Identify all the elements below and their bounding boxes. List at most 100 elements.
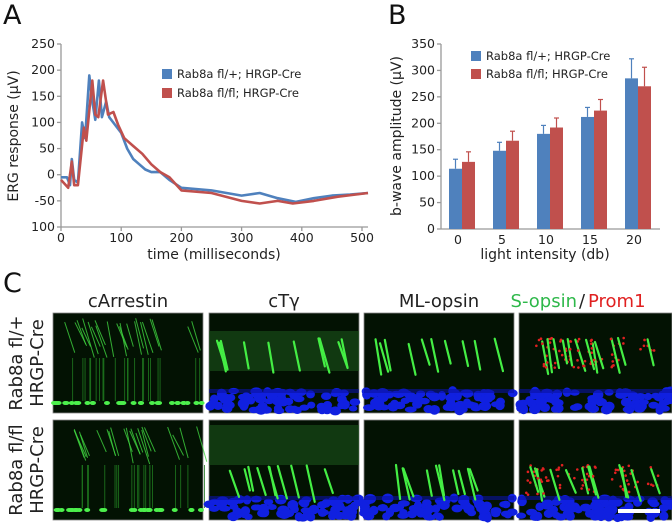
panel-label-b: B [388, 0, 407, 31]
nucleus [272, 396, 284, 406]
nucleus [616, 512, 626, 522]
prom1-dot [553, 366, 557, 369]
opsin-streak [276, 464, 289, 500]
opsin-streak [290, 464, 300, 499]
nucleus [266, 391, 278, 400]
micrograph-panel [51, 312, 205, 414]
prom1-dot [650, 483, 653, 486]
pedicle [58, 508, 65, 512]
prom1-dot [558, 486, 562, 490]
opsin-streak [267, 465, 279, 500]
nucleus [478, 513, 491, 522]
nucleus [543, 499, 554, 508]
opsin-streak [552, 338, 561, 370]
pedicle [168, 401, 175, 405]
opsin-streak [616, 336, 627, 366]
nuclear-layer [364, 389, 514, 393]
opsin-streak [243, 468, 251, 492]
prom1-dot [646, 482, 650, 486]
prom1-dot [581, 478, 584, 482]
pedicle [198, 401, 205, 405]
prom1-dot [636, 480, 639, 484]
series-line-blue [61, 74, 369, 204]
prom1-dot [577, 366, 580, 369]
opsin-streak [420, 338, 431, 366]
legend-swatch-red [471, 69, 481, 79]
nucleus [363, 404, 376, 412]
nucleus [226, 393, 236, 402]
nucleus [593, 507, 604, 518]
x-tick-label: 0 [57, 230, 65, 245]
x-tick-label: 5 [498, 232, 506, 247]
prom1-dot [545, 361, 549, 364]
y-tick-label: 250 [411, 89, 435, 104]
opsin-streak [305, 464, 316, 503]
bar-blue [625, 78, 638, 229]
panel-label-a: A [3, 0, 22, 31]
prom1-dot [643, 338, 646, 342]
nucleus [552, 511, 561, 519]
prom1-dot [559, 340, 562, 343]
prom1-dot [544, 476, 548, 479]
pedicle [75, 401, 82, 405]
pedicle [154, 401, 161, 405]
micrograph-panel [203, 419, 364, 522]
pedicle [62, 401, 69, 405]
opsin-streak [593, 340, 605, 370]
cone-streak [141, 321, 154, 353]
nucleus [408, 504, 421, 512]
opsin-streak [425, 469, 433, 497]
prom1-dot [622, 342, 625, 345]
y-tick-label: 50 [419, 195, 435, 210]
prom1-dot [577, 337, 581, 341]
opsin-streak [466, 467, 477, 501]
cone-streak [149, 318, 160, 347]
prom1-dot [581, 484, 585, 487]
pedicle [171, 508, 178, 512]
nucleus [299, 404, 310, 411]
cone-streak [141, 426, 152, 452]
y-tick-label: -50 [35, 193, 55, 208]
nucleus [317, 404, 327, 415]
prom1-dot [548, 341, 552, 344]
nucleus [317, 508, 328, 517]
cone-streak [76, 320, 87, 345]
nucleus [397, 512, 409, 519]
opsin-streak [610, 337, 621, 374]
pedicle [130, 401, 137, 405]
opsin-streak [228, 469, 241, 498]
prom1-dot [532, 470, 536, 474]
nucleus [663, 396, 672, 405]
nucleus [257, 402, 268, 410]
nucleus [349, 398, 361, 406]
nucleus [657, 402, 667, 411]
prom1-dot [526, 493, 530, 496]
bar-red [550, 127, 563, 229]
cone-streak [135, 318, 145, 349]
prom1-dot [557, 466, 561, 469]
nucleus [237, 398, 250, 409]
prom1-dot [585, 478, 589, 481]
prom1-dot [622, 469, 626, 473]
pedicle [180, 401, 187, 405]
nucleus [499, 501, 509, 508]
cone-streak [130, 428, 141, 455]
x-axis-label: light intensity (db) [480, 247, 609, 263]
x-tick-label: 300 [230, 230, 254, 245]
cone-streak [116, 323, 128, 348]
nucleus [634, 393, 647, 400]
y-tick-label: 150 [411, 142, 435, 157]
pedicle [84, 508, 91, 512]
prom1-dot [525, 491, 528, 495]
opsin-streak [218, 341, 227, 373]
opsin-streak [650, 468, 661, 495]
pedicle [84, 401, 91, 405]
prom1-dot [536, 476, 540, 480]
nucleus [644, 392, 653, 401]
nucleus [425, 504, 435, 513]
row-label: HRGP-Cre [27, 319, 48, 407]
nucleus [209, 394, 219, 404]
prom1-dot [576, 359, 579, 362]
cone-streak [78, 431, 89, 458]
prom1-dot [544, 366, 548, 369]
